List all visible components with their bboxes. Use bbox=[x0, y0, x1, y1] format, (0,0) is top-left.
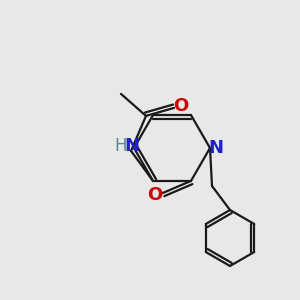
Text: O: O bbox=[173, 97, 189, 115]
Text: H: H bbox=[115, 137, 127, 155]
Text: N: N bbox=[124, 137, 140, 155]
Text: O: O bbox=[147, 186, 163, 204]
Text: N: N bbox=[208, 139, 224, 157]
